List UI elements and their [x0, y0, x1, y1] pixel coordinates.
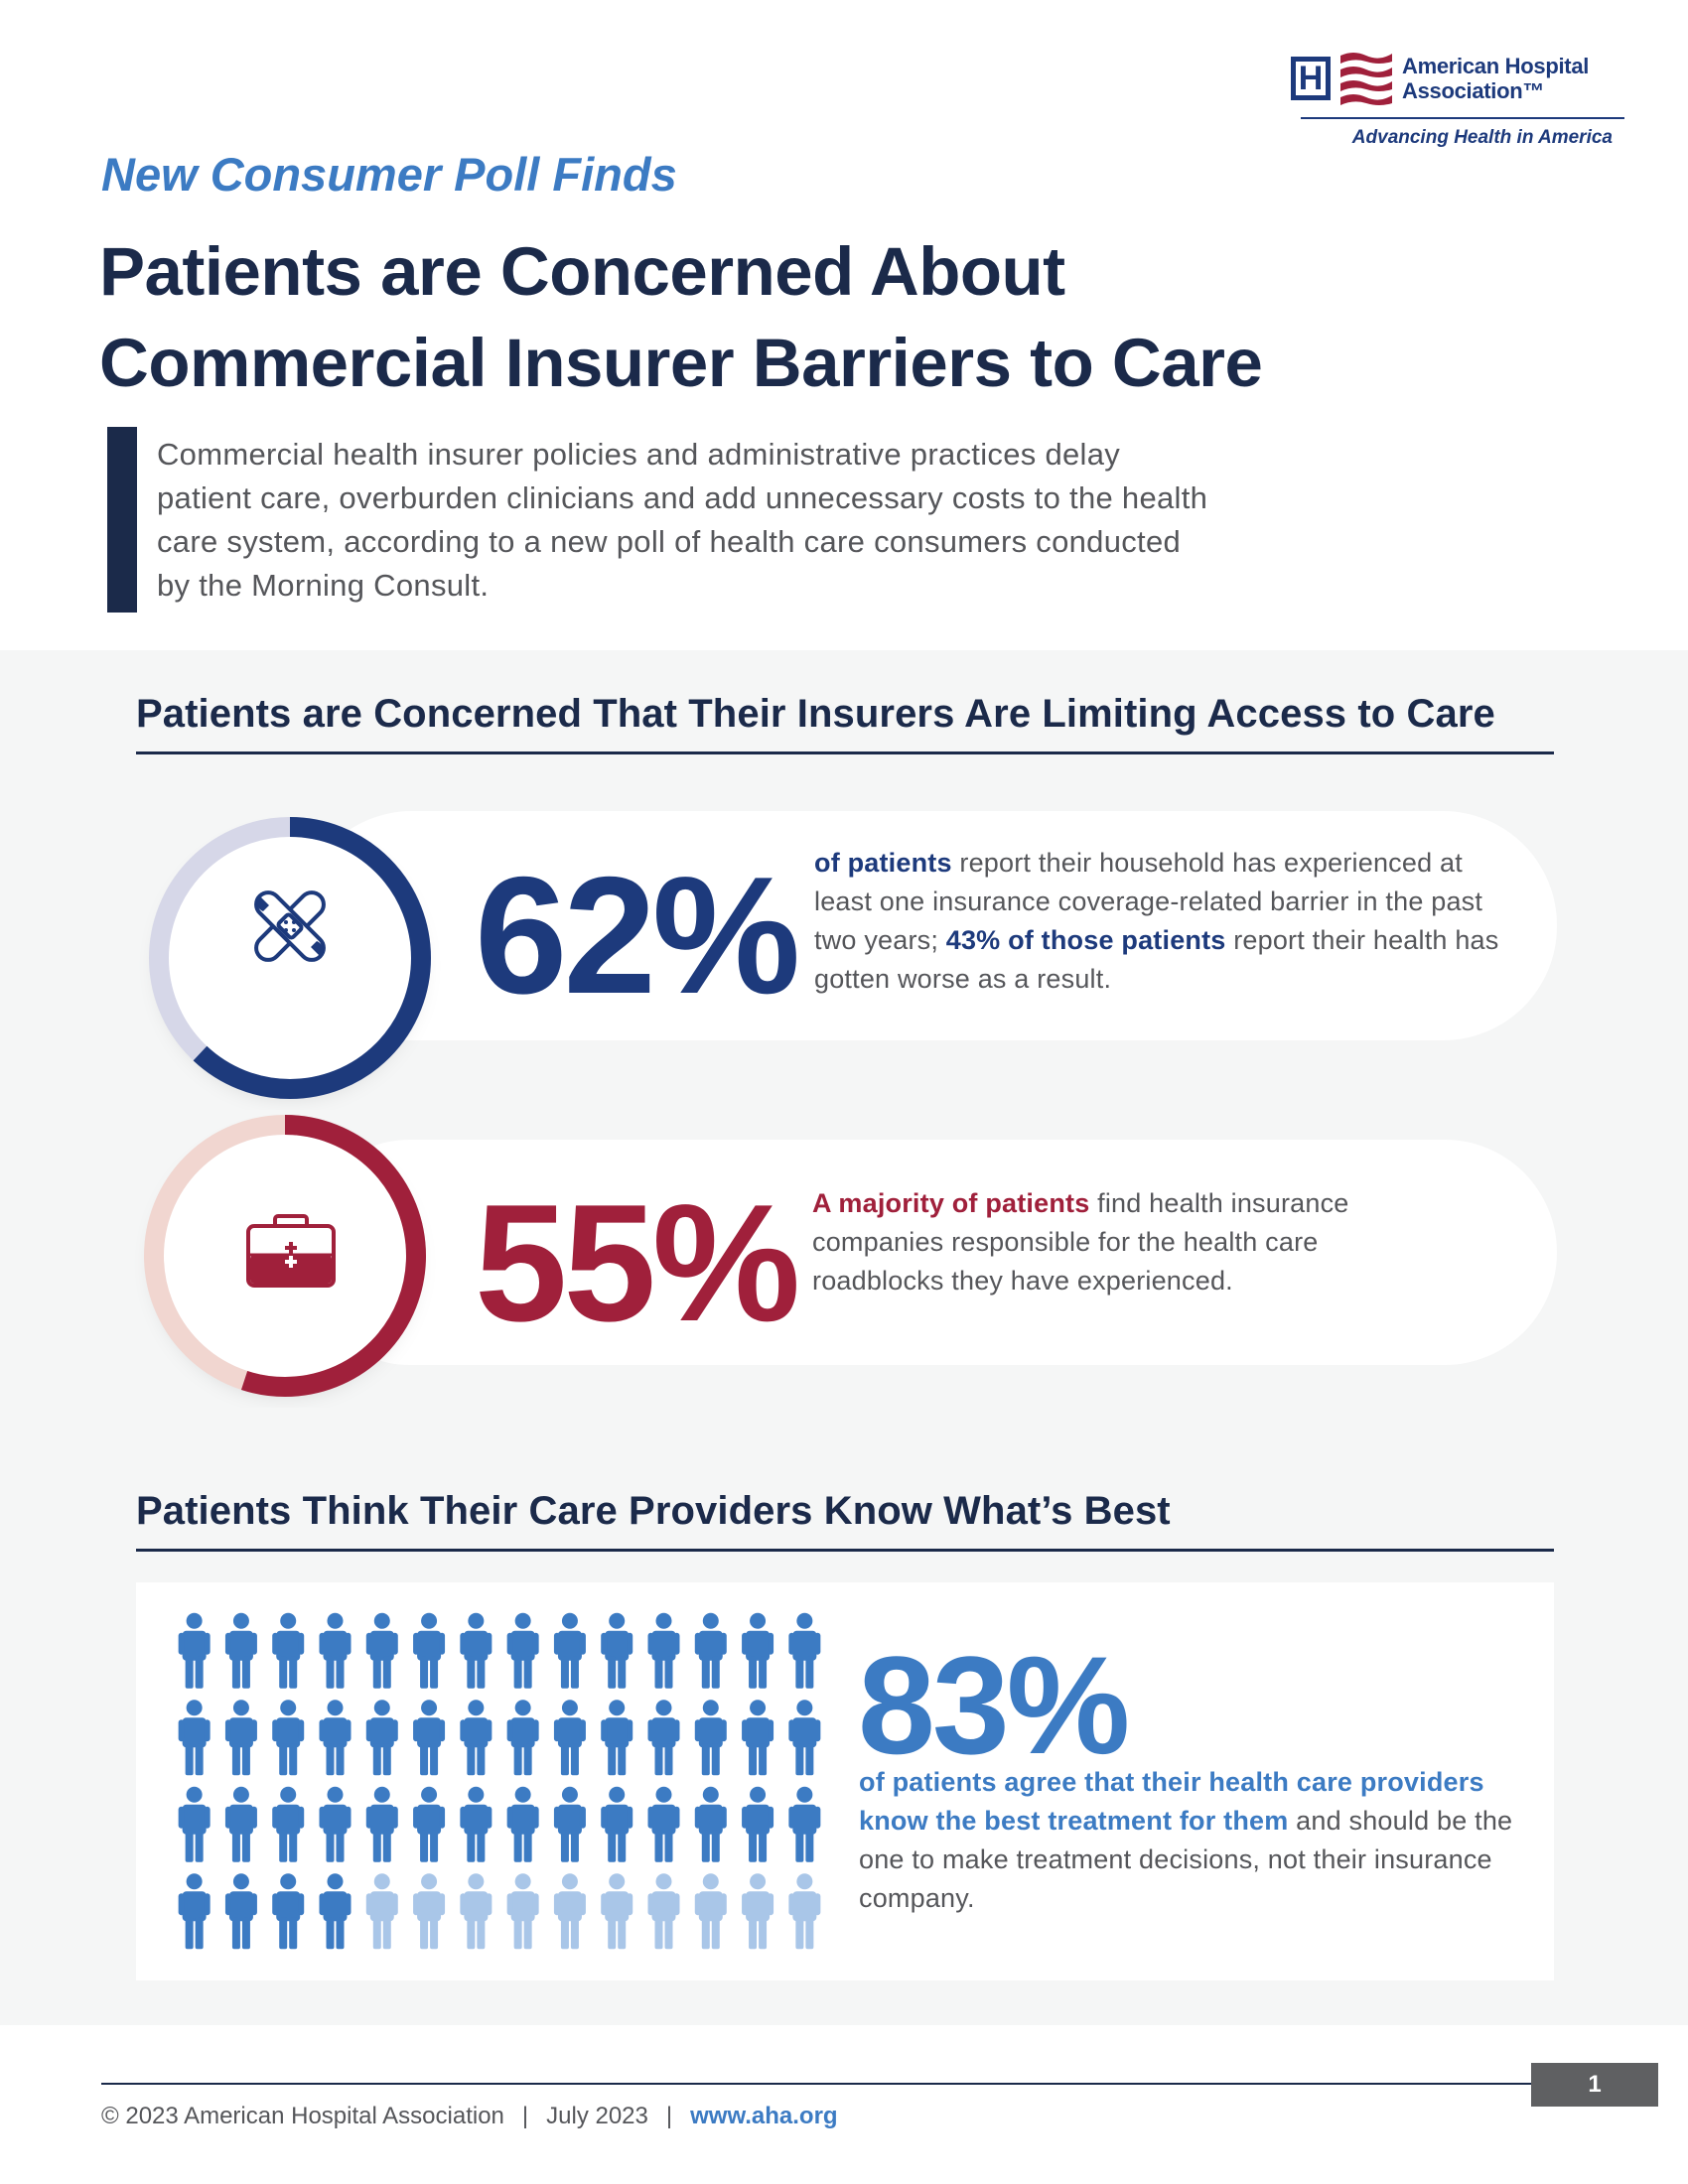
person-icon [413, 1612, 446, 1689]
person-icon [178, 1700, 211, 1776]
person-icon [506, 1786, 539, 1862]
person-icon [788, 1786, 821, 1862]
person-icon [224, 1873, 257, 1950]
person-icon [601, 1873, 633, 1950]
stat-description-83: of patients agree that their health care… [859, 1767, 1513, 1913]
person-icon [553, 1700, 586, 1776]
flag-icon [1340, 53, 1392, 105]
person-icon [647, 1786, 680, 1862]
people-grid [178, 1612, 821, 1950]
person-icon [601, 1786, 633, 1862]
person-icon [413, 1786, 446, 1862]
person-icon [413, 1873, 446, 1950]
person-icon [647, 1700, 680, 1776]
stat-value-83: 83% [858, 1627, 1130, 1783]
logo-h-mark: H [1291, 57, 1331, 100]
stat-value-62: 62% [475, 842, 800, 1028]
logo-name: American Hospital Association™ [1402, 53, 1590, 103]
person-icon [506, 1612, 539, 1689]
first-aid-kit-icon [246, 1214, 336, 1288]
person-icon [742, 1786, 774, 1862]
person-icon [553, 1873, 586, 1950]
person-icon [460, 1700, 492, 1776]
person-icon [742, 1612, 774, 1689]
person-icon [788, 1873, 821, 1950]
person-icon [742, 1873, 774, 1950]
aha-logo: H American Hospital Association™ Advanci… [1291, 50, 1624, 149]
stat-value-55: 55% [475, 1169, 800, 1356]
person-icon [365, 1873, 398, 1950]
person-icon [272, 1873, 305, 1950]
bandage-icon [254, 890, 326, 962]
kicker: New Consumer Poll Finds [101, 148, 677, 201]
person-icon [365, 1612, 398, 1689]
copyright: © 2023 American Hospital Association [101, 2103, 504, 2129]
person-icon [319, 1700, 352, 1776]
person-icon [694, 1700, 727, 1776]
person-icon [601, 1700, 633, 1776]
section-title-providers: Patients Think Their Care Providers Know… [136, 1489, 1171, 1533]
person-icon [694, 1786, 727, 1862]
section-divider [136, 751, 1554, 754]
person-icon [553, 1786, 586, 1862]
person-icon [601, 1612, 633, 1689]
person-icon [178, 1786, 211, 1862]
person-icon [272, 1700, 305, 1776]
logo-divider [1301, 117, 1624, 119]
person-icon [365, 1700, 398, 1776]
ring-progress [144, 1115, 426, 1397]
stat-description-55: A majority of patients find health insur… [812, 1188, 1349, 1296]
person-icon [460, 1873, 492, 1950]
ring-progress [149, 817, 431, 1099]
person-icon [742, 1700, 774, 1776]
person-icon [647, 1873, 680, 1950]
intro-paragraph: Commercial health insurer policies and a… [157, 437, 1208, 603]
publish-date: July 2023 [546, 2103, 648, 2129]
page-number: 1 [1531, 2063, 1658, 2107]
stat-card-55 [298, 1140, 1557, 1365]
person-icon [224, 1700, 257, 1776]
person-icon [647, 1612, 680, 1689]
person-icon [272, 1612, 305, 1689]
stat-description-62: of patients report their household has e… [814, 848, 1499, 994]
person-icon [178, 1873, 211, 1950]
intro-accent-bar [107, 427, 137, 613]
person-icon [460, 1786, 492, 1862]
stat-card-62 [298, 811, 1557, 1040]
person-icon [272, 1786, 305, 1862]
page-title: Patients are Concerned About Commercial … [99, 233, 1263, 401]
footer-divider [101, 2083, 1531, 2085]
person-icon [506, 1873, 539, 1950]
person-icon [224, 1786, 257, 1862]
person-icon [178, 1612, 211, 1689]
footer: © 2023 American Hospital Association | Jul… [101, 2103, 838, 2129]
progress-ring-62 [149, 817, 431, 1099]
logo-tagline: Advancing Health in America [1351, 127, 1613, 148]
person-icon [319, 1612, 352, 1689]
person-icon [224, 1612, 257, 1689]
person-icon [319, 1786, 352, 1862]
person-icon [319, 1873, 352, 1950]
section-divider [136, 1549, 1554, 1552]
person-icon [694, 1612, 727, 1689]
person-icon [413, 1700, 446, 1776]
person-icon [365, 1786, 398, 1862]
section-title-access: Patients are Concerned That Their Insure… [136, 692, 1495, 736]
person-icon [460, 1612, 492, 1689]
website-link[interactable]: www.aha.org [690, 2103, 838, 2129]
person-icon [788, 1700, 821, 1776]
person-icon [553, 1612, 586, 1689]
person-icon [506, 1700, 539, 1776]
person-icon [694, 1873, 727, 1950]
person-icon [788, 1612, 821, 1689]
